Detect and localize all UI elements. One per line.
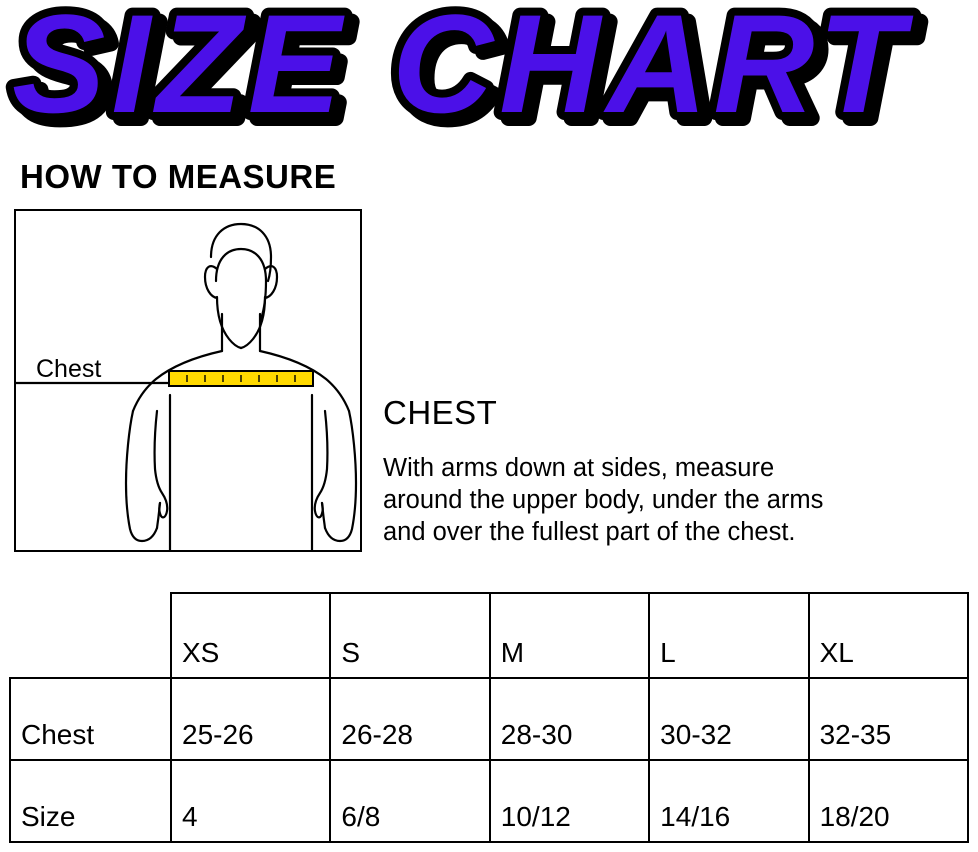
face-outline — [214, 247, 268, 321]
cell-size-xs: 4 — [169, 759, 332, 843]
right-jaw — [239, 295, 267, 350]
chest-description-heading: CHEST — [383, 394, 498, 431]
table-header-m: M — [488, 592, 651, 679]
size-table-element: XS S M L XL Chest 25-26 26-28 28-30 30-3… — [9, 592, 969, 843]
table-header-s: S — [329, 592, 491, 679]
cell-chest-l: 30-32 — [648, 677, 810, 761]
right-hand — [320, 501, 327, 530]
right-ear — [263, 265, 279, 300]
hair-outline — [209, 222, 273, 283]
table-header-l: L — [648, 592, 810, 679]
table-row: Chest 25-26 26-28 28-30 30-32 32-35 — [9, 677, 969, 761]
table-header-xs: XS — [169, 592, 332, 679]
left-hand — [155, 501, 162, 530]
title-shadow-text: SIZE CHART — [19, 0, 921, 144]
cell-chest-xl: 32-35 — [807, 677, 969, 761]
size-chart-table: XS S M L XL Chest 25-26 26-28 28-30 30-3… — [9, 592, 969, 852]
row-label-chest: Chest — [9, 677, 172, 761]
male-torso-figure — [16, 222, 358, 550]
cell-chest-xs: 25-26 — [169, 677, 332, 761]
table-row: Size 4 6/8 10/12 14/16 18/20 — [9, 759, 969, 843]
table-header-xl: XL — [807, 592, 969, 679]
cell-size-xl: 18/20 — [807, 759, 969, 843]
cell-size-m: 10/12 — [488, 759, 651, 843]
cell-size-l: 14/16 — [648, 759, 810, 843]
title-fill-text: SIZE CHART — [12, 0, 914, 142]
chest-description-line-1: With arms down at sides, measure — [383, 454, 775, 482]
right-arm-outer — [323, 409, 358, 543]
chest-description-line-2: around the upper body, under the arms — [383, 486, 824, 514]
left-shoulder — [131, 349, 224, 413]
chest-illustration-label: Chest — [36, 355, 102, 383]
measurement-illustration — [14, 209, 362, 552]
measuring-tape — [168, 370, 314, 387]
cell-chest-s: 26-28 — [329, 677, 491, 761]
page-title: SIZE CHART SIZE CHART SIZE CHART — [0, 0, 978, 144]
table-corner-blank — [10, 593, 171, 678]
chest-description-line-3: and over the fullest part of the chest. — [383, 518, 796, 546]
cell-size-s: 6/8 — [329, 759, 491, 843]
how-to-measure-heading: HOW TO MEASURE — [20, 158, 337, 195]
left-arm-inner — [153, 409, 169, 519]
left-jaw — [215, 295, 243, 350]
cell-chest-m: 28-30 — [488, 677, 651, 761]
chest-description-body: With arms down at sides, measure around … — [383, 452, 978, 548]
table-header-row: XS S M L XL — [10, 592, 969, 679]
right-arm-inner — [313, 409, 329, 519]
row-label-size: Size — [9, 759, 172, 843]
left-ear — [203, 265, 219, 300]
right-shoulder — [258, 349, 351, 413]
left-arm-outer — [124, 409, 159, 543]
title-outline-text: SIZE CHART — [12, 0, 914, 142]
